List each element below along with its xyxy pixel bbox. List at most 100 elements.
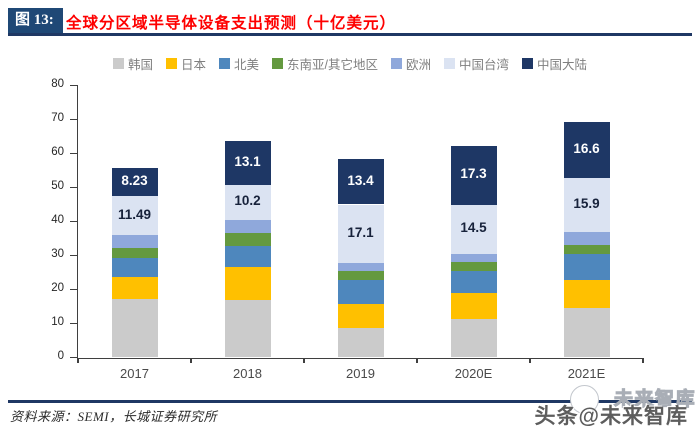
bar-data-label: 17.3 bbox=[460, 166, 487, 182]
x-boundary-tick bbox=[303, 357, 305, 363]
watermark-ghost-text: 未来智库 bbox=[613, 388, 696, 410]
bar-segment bbox=[111, 299, 158, 358]
bar-data-label: 13.4 bbox=[347, 172, 374, 188]
bar-segment bbox=[450, 292, 497, 320]
x-boundary-tick bbox=[190, 357, 192, 363]
y-tick-label: 20 bbox=[51, 282, 64, 294]
bar-segment bbox=[224, 267, 271, 300]
x-axis-label: 2017 bbox=[120, 366, 149, 381]
legend-item: 日本 bbox=[165, 54, 206, 73]
x-axis-label: 2020E bbox=[454, 366, 493, 381]
bar-segment bbox=[450, 146, 497, 205]
legend-swatch bbox=[218, 58, 230, 69]
bar-segment bbox=[111, 196, 158, 236]
y-tick-label: 60 bbox=[51, 146, 64, 158]
bar-segment bbox=[337, 158, 384, 205]
legend-item: 北美 bbox=[218, 54, 259, 73]
bar-segment bbox=[337, 271, 384, 280]
legend-label: 韩国 bbox=[127, 58, 153, 72]
y-tick-label: 10 bbox=[51, 316, 64, 328]
bar-data-label: 13.1 bbox=[234, 153, 261, 169]
x-axis bbox=[76, 357, 643, 359]
header-divider bbox=[8, 33, 692, 36]
bar-segment bbox=[224, 140, 271, 186]
legend-label: 中国大陆 bbox=[537, 58, 588, 72]
y-tick-label: 40 bbox=[51, 214, 64, 226]
legend-swatch bbox=[112, 58, 124, 69]
legend-label: 日本 bbox=[180, 58, 206, 72]
chart-legend: 韩国 日本 北美 东南亚/其它地区 欧洲 中国台湾 中国大陆 bbox=[0, 54, 700, 73]
legend-label: 北美 bbox=[233, 58, 259, 72]
y-tick bbox=[70, 118, 78, 121]
watermark-text: 头条@未来智库 bbox=[534, 405, 688, 428]
bar-segment bbox=[337, 204, 384, 263]
legend-item: 欧洲 bbox=[390, 54, 431, 73]
bar-segment bbox=[563, 121, 610, 178]
bar-segment bbox=[337, 327, 384, 358]
legend-item: 韩国 bbox=[112, 54, 153, 73]
bar-segment bbox=[563, 279, 610, 309]
legend-item: 中国大陆 bbox=[522, 54, 587, 73]
bar-segment bbox=[337, 304, 384, 328]
legend-swatch bbox=[444, 58, 455, 69]
x-axis-label: 2019 bbox=[346, 366, 375, 381]
bar-segment bbox=[224, 299, 271, 358]
y-tick-label: 70 bbox=[51, 112, 64, 124]
y-tick bbox=[70, 322, 78, 325]
x-boundary-tick bbox=[642, 357, 644, 363]
bar-data-label: 10.2 bbox=[234, 193, 261, 209]
bar-segment bbox=[224, 219, 271, 234]
bar-segment bbox=[111, 235, 158, 249]
legend-swatch bbox=[272, 58, 283, 69]
legend-label: 中国台湾 bbox=[459, 58, 510, 72]
bar-segment bbox=[111, 277, 158, 300]
bar-data-label: 8.23 bbox=[121, 173, 148, 189]
bar-segment bbox=[224, 233, 271, 247]
y-tick-label: 50 bbox=[51, 180, 64, 192]
bar-data-label: 17.1 bbox=[347, 224, 374, 240]
figure-number-badge: 图 13: bbox=[8, 8, 63, 33]
legend-swatch bbox=[390, 58, 402, 69]
y-tick bbox=[70, 254, 78, 257]
y-tick bbox=[70, 220, 78, 223]
source-note: 资料来源：SEMI，长城证券研究所 bbox=[10, 409, 218, 424]
bar-segment bbox=[563, 177, 610, 233]
bar-segment bbox=[111, 248, 158, 259]
bar-data-label: 11.49 bbox=[117, 206, 152, 222]
x-boundary-tick bbox=[416, 357, 418, 363]
bar-segment bbox=[337, 262, 384, 272]
y-tick bbox=[70, 356, 78, 359]
x-boundary-tick bbox=[529, 357, 531, 363]
bar-segment bbox=[450, 254, 497, 263]
x-axis-label: 2021E bbox=[567, 366, 606, 381]
y-tick bbox=[70, 84, 78, 87]
legend-swatch bbox=[165, 58, 177, 69]
y-axis bbox=[76, 85, 78, 359]
bar-data-label: 15.9 bbox=[573, 196, 600, 211]
x-boundary-tick bbox=[77, 357, 79, 363]
legend-swatch bbox=[522, 58, 534, 69]
bar-segment bbox=[111, 168, 158, 197]
bar-segment bbox=[563, 232, 610, 246]
legend-label: 欧洲 bbox=[405, 58, 431, 72]
bar-segment bbox=[111, 258, 158, 278]
bar-segment bbox=[563, 245, 610, 255]
bar-segment bbox=[224, 185, 271, 220]
bar-data-label: 16.6 bbox=[573, 140, 600, 156]
bar-segment bbox=[450, 204, 497, 255]
legend-item: 东南亚/其它地区 bbox=[272, 54, 378, 73]
legend-item: 中国台湾 bbox=[444, 54, 509, 73]
y-tick bbox=[70, 186, 78, 189]
x-axis-label: 2018 bbox=[233, 366, 262, 381]
y-tick bbox=[70, 288, 78, 291]
bar-data-label: 14.5 bbox=[460, 220, 487, 236]
bar-segment bbox=[450, 270, 497, 293]
legend-label: 东南亚/其它地区 bbox=[287, 58, 378, 72]
bar-segment bbox=[450, 262, 497, 271]
y-tick-label: 0 bbox=[57, 350, 64, 362]
bar-segment bbox=[224, 246, 271, 268]
y-tick-label: 80 bbox=[51, 78, 64, 90]
footer-divider bbox=[8, 400, 692, 403]
